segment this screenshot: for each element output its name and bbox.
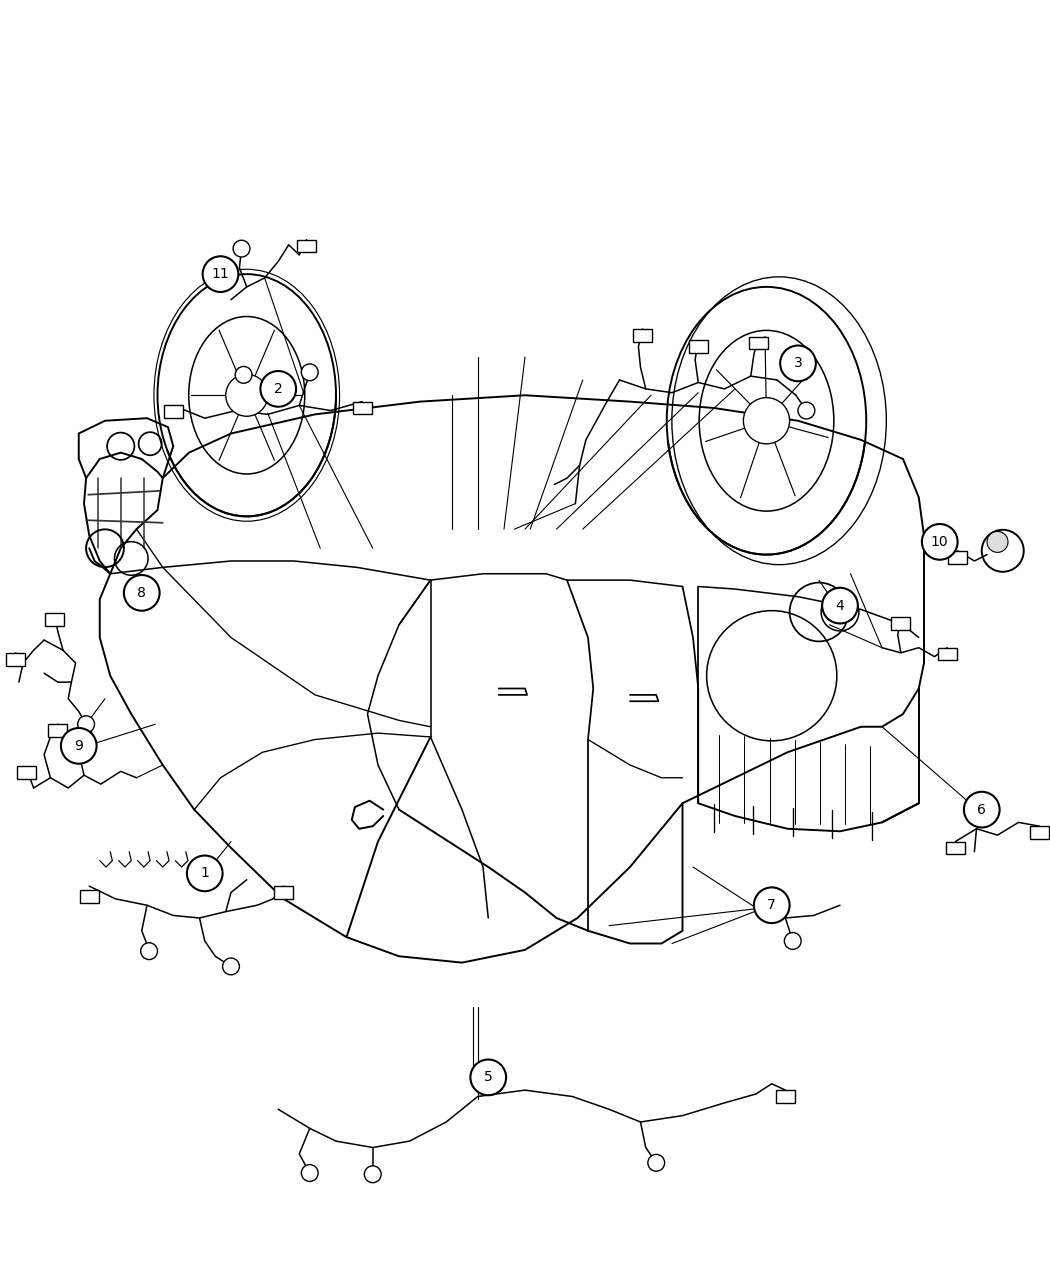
Circle shape [233,240,250,258]
Bar [946,842,965,854]
Circle shape [964,792,1000,827]
Bar [17,766,36,779]
Circle shape [754,887,790,923]
Bar [6,653,25,666]
Circle shape [648,1154,665,1172]
Circle shape [301,1164,318,1182]
Circle shape [784,932,801,950]
Bar [80,890,99,903]
Bar [776,1090,795,1103]
Bar [48,724,67,737]
Bar [633,329,652,342]
Circle shape [301,363,318,381]
Text: 6: 6 [978,803,986,816]
Circle shape [260,371,296,407]
Bar [297,240,316,252]
Text: 11: 11 [212,268,229,280]
Circle shape [780,346,816,381]
Bar [948,551,967,564]
Circle shape [141,942,158,960]
Text: 4: 4 [836,599,844,612]
Bar [749,337,768,349]
Bar [45,613,64,626]
Text: 10: 10 [931,536,948,548]
Circle shape [470,1060,506,1095]
Circle shape [76,727,92,745]
Circle shape [364,1165,381,1183]
Circle shape [78,715,94,733]
Circle shape [922,524,958,560]
Circle shape [987,532,1008,552]
Bar [164,405,183,418]
Circle shape [223,958,239,975]
Bar [274,886,293,899]
Text: 8: 8 [138,586,146,599]
Bar [689,340,708,353]
Bar [353,402,372,414]
Bar [891,617,910,630]
Text: 3: 3 [794,357,802,370]
Circle shape [226,375,268,416]
Circle shape [187,856,223,891]
Text: 7: 7 [768,899,776,912]
Text: 9: 9 [75,740,83,752]
Bar [938,648,957,660]
Circle shape [798,402,815,419]
Circle shape [124,575,160,611]
Circle shape [822,588,858,623]
Circle shape [203,256,238,292]
Circle shape [743,398,790,444]
Circle shape [61,728,97,764]
Bar [1030,826,1049,839]
Text: 2: 2 [274,382,282,395]
Circle shape [235,366,252,384]
Text: 5: 5 [484,1071,492,1084]
Text: 1: 1 [201,867,209,880]
